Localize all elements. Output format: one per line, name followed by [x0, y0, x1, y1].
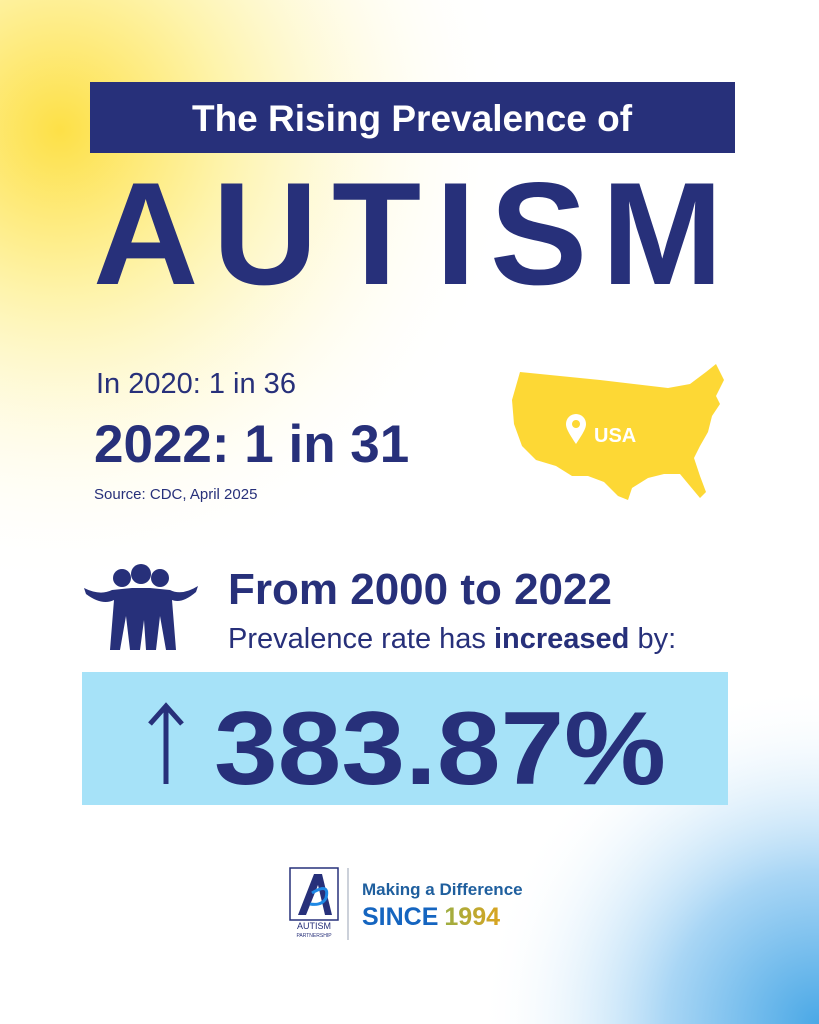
- people-icon: [84, 564, 198, 650]
- logo-swoosh: [309, 887, 329, 906]
- since-line: SINCE 1994: [362, 903, 500, 931]
- change-value: 383.87%: [214, 691, 666, 807]
- text-part: Prevalence rate has: [228, 623, 494, 655]
- map-label: USA: [594, 425, 636, 447]
- logo-sub: PARTNERSHIP: [296, 933, 332, 939]
- text-part-bold: increased: [494, 623, 629, 655]
- usa-map: [512, 364, 724, 500]
- logo-name: AUTISM: [297, 921, 331, 931]
- pin-icon: [566, 414, 586, 444]
- change-heading: From 2000 to 2022: [228, 565, 612, 614]
- title-box: [90, 82, 735, 153]
- year: 1994: [444, 903, 500, 931]
- logo-mark: [298, 874, 332, 915]
- stat-current: 2022: 1 in 31: [94, 415, 409, 474]
- up-arrow: [148, 702, 184, 784]
- change-text: Prevalence rate has increased by:: [228, 623, 676, 655]
- text-part: by:: [629, 623, 676, 655]
- headline: AUTISM: [93, 152, 723, 315]
- tagline: Making a Difference: [362, 880, 523, 899]
- source: Source: CDC, April 2025: [94, 486, 257, 503]
- stat-previous: In 2020: 1 in 36: [96, 368, 296, 400]
- since: SINCE: [362, 903, 438, 931]
- value-box: [82, 672, 728, 805]
- title: The Rising Prevalence of: [192, 98, 633, 139]
